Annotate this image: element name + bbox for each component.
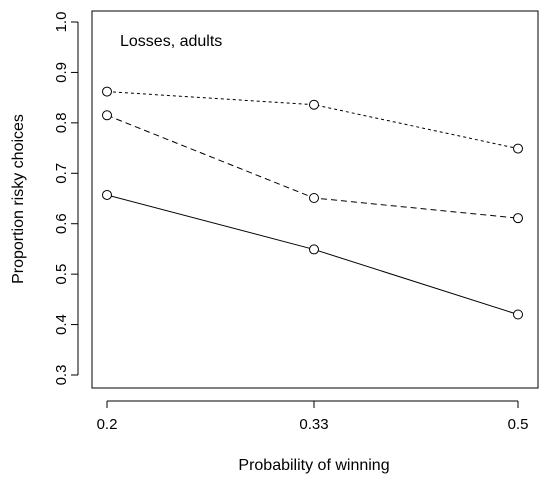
series-2-point-0 xyxy=(102,189,112,200)
series-1-point-1 xyxy=(309,192,319,203)
y-tick-label-5: 0.8 xyxy=(53,112,70,133)
x-axis-title: Probability of winning xyxy=(238,457,389,474)
x-axis: 0.2 0.33 0.5 xyxy=(97,400,529,433)
x-tick-label-0: 0.2 xyxy=(97,416,118,433)
plot-frame xyxy=(91,10,539,389)
series-0-point-1 xyxy=(309,99,319,110)
y-tick-label-4: 0.7 xyxy=(53,163,70,184)
series-1-point-0 xyxy=(102,110,112,121)
y-axis: 0.3 0.4 0.5 0.6 0.7 0.8 0.9 1.0 xyxy=(53,12,79,386)
series-2-line xyxy=(106,194,519,315)
y-tick-label-7: 1.0 xyxy=(53,12,70,33)
x-tick-label-2: 0.5 xyxy=(508,416,529,433)
y-tick-label-3: 0.6 xyxy=(53,213,70,234)
chart-annotation: Losses, adults xyxy=(120,33,222,50)
y-axis-title: Proportion risky choices xyxy=(10,114,27,284)
x-tick-label-1: 0.33 xyxy=(299,416,328,433)
series-2-point-2 xyxy=(513,309,523,320)
series-layer xyxy=(102,86,523,320)
series-2-point-1 xyxy=(309,244,319,255)
y-tick-label-6: 0.9 xyxy=(53,62,70,83)
series-0-point-0 xyxy=(102,86,112,97)
y-tick-label-1: 0.4 xyxy=(53,314,70,335)
y-tick-label-0: 0.3 xyxy=(53,365,70,386)
series-0-point-2 xyxy=(513,143,523,154)
y-tick-label-2: 0.5 xyxy=(53,264,70,285)
series-1-point-2 xyxy=(513,213,523,224)
